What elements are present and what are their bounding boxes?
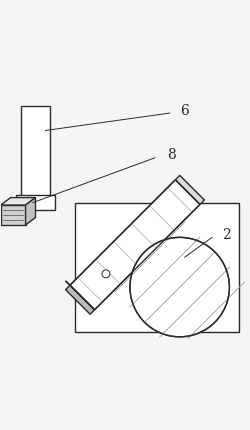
Polygon shape bbox=[1, 198, 35, 205]
Polygon shape bbox=[66, 281, 94, 310]
Polygon shape bbox=[1, 205, 25, 225]
Polygon shape bbox=[16, 195, 56, 210]
Text: 2: 2 bbox=[222, 228, 231, 242]
Text: 8: 8 bbox=[167, 148, 176, 163]
Polygon shape bbox=[20, 106, 50, 200]
Polygon shape bbox=[26, 198, 36, 225]
Polygon shape bbox=[75, 203, 239, 332]
Text: 6: 6 bbox=[180, 104, 188, 117]
Polygon shape bbox=[70, 180, 200, 310]
Circle shape bbox=[102, 270, 110, 278]
Polygon shape bbox=[66, 285, 94, 314]
Polygon shape bbox=[176, 175, 204, 204]
Circle shape bbox=[130, 237, 230, 337]
